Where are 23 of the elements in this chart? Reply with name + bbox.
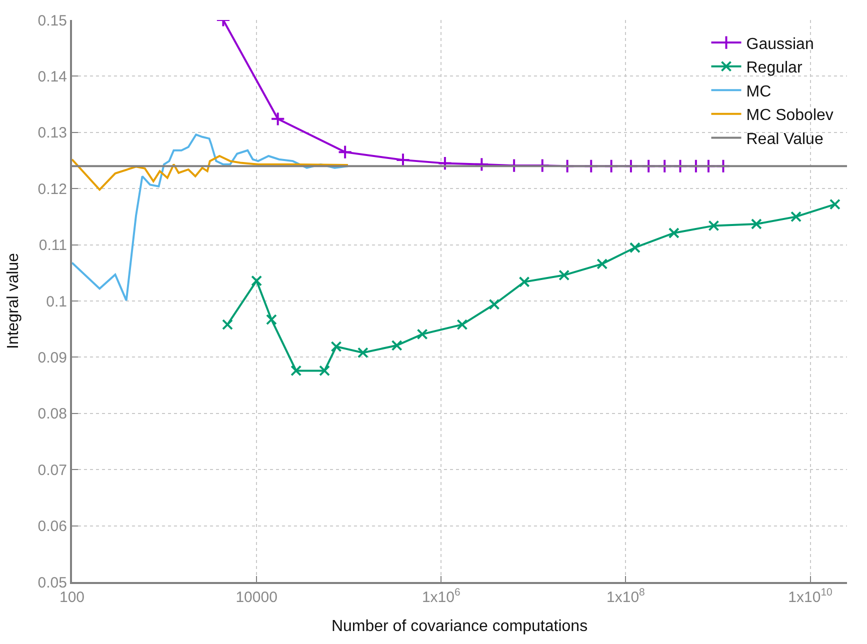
x-tick-label: 1x10$^{6}$	[422, 586, 460, 606]
y-tick-label: 0.15	[38, 12, 67, 30]
x-axis-title: Number of covariance computations	[331, 618, 588, 636]
legend-label: Real Value	[746, 130, 824, 148]
x-tick-label: 1x10$^{8}$	[606, 586, 646, 606]
x-tick-label: 1x10$^{10}$	[788, 586, 833, 606]
legend-label: MC	[746, 83, 772, 100]
y-tick-label: 0.09	[38, 349, 67, 366]
legend-label: MC Sobolev	[746, 107, 834, 124]
y-tick-label: 0.05	[38, 574, 67, 592]
y-tick-label: 0.07	[38, 462, 67, 479]
y-tick-label: 0.08	[38, 406, 67, 423]
y-tick-label: 0.12	[38, 180, 67, 198]
x-tick-label: 100	[59, 589, 85, 606]
y-tick-label: 0.11	[38, 237, 67, 254]
y-axis-title: Integral value	[5, 252, 22, 350]
y-tick-label: 0.06	[38, 518, 67, 536]
legend-label: Regular	[746, 60, 803, 77]
y-tick-label: 0.14	[38, 68, 67, 86]
legend-label: Gaussian	[746, 36, 814, 53]
y-tick-label: 0.13	[38, 124, 67, 142]
y-tick-label: 0.1	[46, 293, 67, 310]
x-tick-label: 10000	[236, 589, 278, 606]
